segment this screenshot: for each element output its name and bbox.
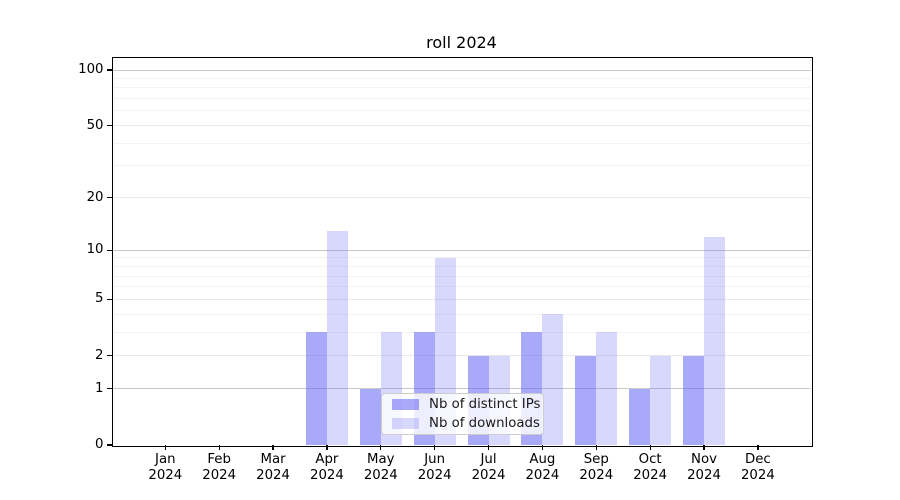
bar-ips-oct	[629, 388, 651, 445]
x-tick-label-feb: Feb 2024	[202, 452, 237, 483]
bar-downloads-sep	[596, 332, 618, 445]
x-tick-mark-sep	[595, 445, 597, 450]
gridline-100	[112, 69, 811, 71]
y-tick-mark-5	[107, 298, 112, 301]
bar-ips-nov	[683, 355, 704, 445]
x-tick-label-mar: Mar 2024	[256, 452, 290, 483]
y-tick-label-50: 50	[86, 117, 104, 133]
x-tick-label-jul: Jul 2024	[471, 452, 506, 483]
y-tick-mark-1	[107, 388, 112, 390]
chart-legend: Nb of distinct IPs Nb of downloads	[381, 393, 544, 435]
gridline-minor	[112, 142, 811, 144]
bar-ips-sep	[575, 355, 597, 445]
x-tick-label-may: May 2024	[363, 452, 398, 483]
x-tick-mark-oct	[649, 445, 651, 450]
y-tick-label-10: 10	[86, 242, 104, 258]
bar-downloads-nov	[704, 236, 725, 445]
y-tick-label-1: 1	[95, 380, 104, 396]
y-tick-label-2: 2	[95, 347, 104, 363]
y-tick-mark-50	[107, 124, 112, 127]
legend-swatch-downloads	[392, 418, 419, 429]
legend-label-distinct-ips: Nb of distinct IPs	[429, 397, 541, 412]
bar-ips-apr	[305, 332, 327, 445]
x-tick-mark-may	[380, 445, 382, 450]
legend-item-distinct-ips: Nb of distinct IPs	[382, 397, 543, 413]
x-tick-mark-mar	[272, 445, 274, 450]
x-tick-mark-aug	[541, 445, 544, 450]
y-tick-mark-10	[107, 249, 112, 251]
x-tick-label-dec: Dec 2024	[740, 452, 775, 483]
gridline-20	[112, 197, 811, 199]
bar-downloads-apr	[326, 230, 348, 445]
gridline-minor	[112, 165, 811, 167]
gridline-minor	[112, 98, 811, 100]
x-tick-label-oct: Oct 2024	[633, 452, 668, 483]
x-tick-label-apr: Apr 2024	[309, 452, 344, 483]
legend-swatch-distinct-ips	[392, 399, 419, 410]
x-tick-mark-jul	[487, 445, 490, 450]
y-tick-label-5: 5	[95, 291, 104, 307]
gridline-minor	[112, 87, 811, 89]
bar-downloads-aug	[542, 314, 564, 445]
gridline-minor	[112, 77, 811, 79]
y-tick-label-20: 20	[86, 189, 104, 205]
x-tick-mark-apr	[326, 445, 328, 450]
y-tick-label-100: 100	[78, 62, 104, 77]
y-tick-mark-100	[107, 69, 112, 71]
x-tick-label-nov: Nov 2024	[687, 452, 721, 483]
chart-title: roll 2024	[426, 33, 497, 52]
x-tick-mark-feb	[218, 445, 220, 450]
legend-label-downloads: Nb of downloads	[429, 416, 540, 431]
y-tick-label-0: 0	[95, 437, 104, 452]
gridline-minor	[112, 110, 811, 112]
x-tick-label-aug: Aug 2024	[525, 452, 560, 483]
x-tick-mark-jun	[434, 445, 436, 450]
gridline-50	[112, 125, 811, 127]
legend-item-downloads: Nb of downloads	[382, 416, 543, 432]
y-tick-mark-20	[107, 197, 112, 199]
bar-downloads-oct	[650, 355, 672, 445]
x-tick-label-jun: Jun 2024	[417, 452, 452, 483]
x-tick-label-sep: Sep 2024	[579, 452, 614, 483]
y-tick-mark-2	[107, 355, 112, 357]
y-tick-mark-0	[107, 444, 112, 446]
x-tick-mark-nov	[703, 445, 705, 450]
bar-ips-may	[359, 388, 381, 445]
x-tick-mark-jan	[164, 445, 166, 450]
x-tick-label-jan: Jan 2024	[148, 452, 183, 483]
x-tick-mark-dec	[757, 445, 759, 450]
